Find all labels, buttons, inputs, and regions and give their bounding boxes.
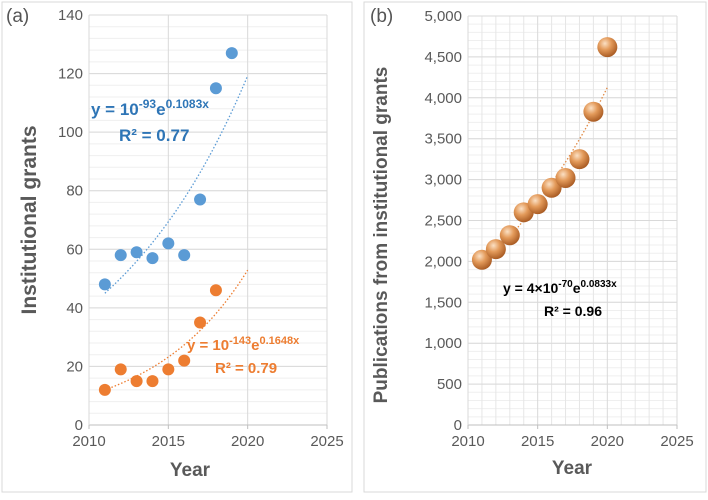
publications-point [569, 149, 590, 170]
publications-point [583, 101, 604, 122]
y-tick-label: 1,500 [424, 294, 462, 311]
publications-point [597, 37, 618, 58]
x-tick-label: 2025 [660, 433, 693, 450]
publications-point [527, 194, 548, 215]
publications-point [471, 249, 492, 270]
panel-a-frame [1, 1, 353, 493]
blue-point [98, 278, 111, 291]
blue-point [178, 249, 191, 262]
orange-point [98, 383, 111, 396]
orange-point [130, 375, 143, 388]
publications-point [541, 177, 562, 198]
x-tick-label: 2010 [72, 433, 105, 450]
y-tick-label: 140 [58, 7, 83, 24]
orange-point [178, 354, 191, 367]
blue-equation: y = 10-93e0.1083x [91, 97, 209, 119]
publications-point [485, 239, 506, 260]
y-tick-label: 60 [66, 241, 83, 258]
x-tick-label: 2010 [451, 433, 484, 450]
orange-point [146, 375, 159, 388]
y-tick-label: 100 [58, 124, 83, 141]
panel-a: 0 20 40 60 80 100 120 140 2010 2015 2020 2025 [58, 7, 344, 450]
x-tick-label: 2015 [152, 433, 185, 450]
panel-b: 0 500 1,000 1,500 2,000 2,500 3,000 3,500 4,000 4… [424, 8, 693, 450]
blue-point [162, 237, 175, 250]
panel-a-xlabel: Year [170, 460, 211, 481]
x-tick-label: 2015 [521, 433, 554, 450]
panel-b-frame [363, 1, 707, 493]
y-tick-label: 5,000 [424, 8, 462, 25]
blue-trendline [104, 75, 249, 294]
blue-point [114, 249, 127, 262]
orange-point [194, 316, 207, 329]
blue-point [209, 82, 222, 95]
y-tick-label: 3,500 [424, 131, 462, 148]
y-tick-label: 1,000 [424, 335, 462, 352]
y-tick-label: 4,500 [424, 49, 462, 66]
pub-equation: y = 4×10-70e0.0833x [503, 279, 617, 296]
orange-point [162, 363, 175, 376]
orange-point [114, 363, 127, 376]
publications-point [555, 167, 576, 188]
blue-r2: R² = 0.77 [119, 126, 189, 145]
orange-r2: R² = 0.79 [215, 360, 277, 377]
y-tick-label: 0 [454, 417, 462, 434]
blue-point [194, 193, 207, 206]
panel-b-ylabel: Publications from institutional grants [371, 67, 392, 404]
orange-trendline [104, 269, 249, 391]
x-tick-label: 2020 [231, 433, 264, 450]
blue-point [146, 252, 159, 265]
y-tick-label: 80 [66, 183, 83, 200]
orange-point [209, 284, 222, 297]
x-tick-label: 2025 [310, 433, 343, 450]
y-tick-label: 120 [58, 66, 83, 83]
pub-r2: R² = 0.96 [544, 303, 602, 319]
y-tick-label: 500 [437, 376, 462, 393]
y-tick-label: 2,000 [424, 253, 462, 270]
panel-a-ylabel: Institutional grants [18, 126, 41, 315]
blue-point [225, 47, 238, 60]
panel-b-label: (b) [370, 6, 393, 27]
y-tick-label: 40 [66, 300, 83, 317]
y-tick-label: 20 [66, 358, 83, 375]
panel-a-label: (a) [6, 6, 29, 27]
blue-point [130, 246, 143, 259]
x-tick-label: 2020 [591, 433, 624, 450]
y-tick-label: 2,500 [424, 213, 462, 230]
y-tick-label: 4,000 [424, 90, 462, 107]
orange-equation: y = 10-143e0.1648x [187, 335, 300, 354]
publications-point [499, 225, 520, 246]
y-tick-label: 0 [75, 417, 83, 434]
y-tick-label: 3,000 [424, 172, 462, 189]
panel-b-xlabel: Year [552, 458, 593, 479]
